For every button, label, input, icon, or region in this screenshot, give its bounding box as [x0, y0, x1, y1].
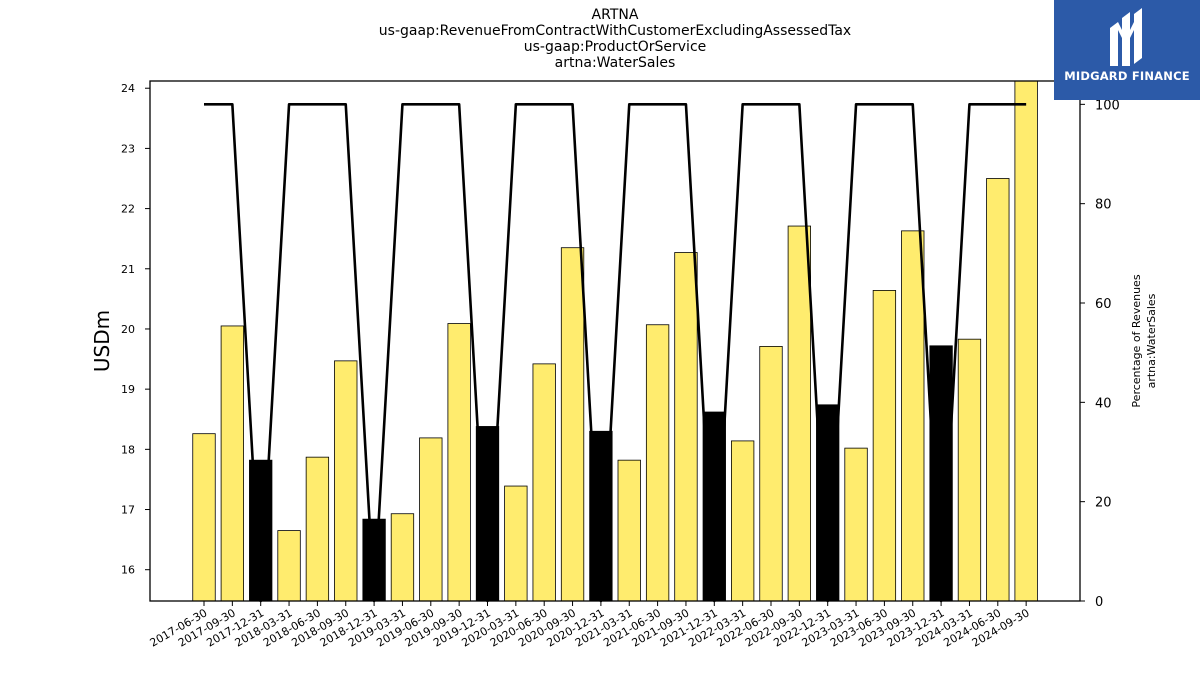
y-right-tick-label-20: 20: [1095, 496, 1112, 511]
bar-2022-12-31: [816, 404, 840, 602]
y-left-tick-label-19: 19: [121, 383, 135, 396]
percentage-line: [204, 103, 1027, 603]
y-left-tick-label-23: 23: [121, 142, 135, 155]
bar-2022-09-30: [787, 225, 811, 602]
bar-2018-03-31: [277, 530, 301, 602]
bar-2018-09-30: [334, 360, 358, 602]
y-left-tick-label-24: 24: [121, 82, 135, 95]
y-right-tick-label-40: 40: [1095, 396, 1112, 411]
bar-2024-09-30: [1014, 80, 1038, 602]
bar-2024-03-31: [957, 338, 982, 602]
bar-2023-09-30: [901, 230, 925, 602]
bar-2019-06-30: [419, 437, 443, 602]
bar-2023-06-30: [872, 290, 897, 602]
logo-text: MIDGARD FINANCE: [1064, 69, 1190, 83]
bar-2018-06-30: [305, 456, 330, 602]
bar-2021-06-30: [645, 324, 670, 602]
title-line-member: artna:WaterSales: [554, 55, 676, 71]
y-axis-right-label-line1: Percentage of Revenues: [1130, 274, 1143, 407]
title-line-axis: us-gaap:ProductOrService: [523, 39, 707, 55]
y-left-tick-label-21: 21: [121, 263, 135, 276]
y-left-tick-label-18: 18: [121, 443, 135, 456]
bar-2023-03-31: [844, 447, 868, 602]
y-axis-right: 0 20 40 60 80 100: [1080, 98, 1120, 610]
brand-logo: MIDGARD FINANCE: [1054, 0, 1200, 100]
bar-2017-06-30: [192, 433, 216, 602]
x-axis: 2017-06-302017-09-302017-12-312018-03-31…: [148, 601, 1032, 650]
title-line-ticker: ARTNA: [591, 7, 639, 23]
bar-2021-09-30: [674, 252, 698, 602]
bar-2022-06-30: [759, 346, 783, 602]
bar-2020-06-30: [532, 363, 556, 602]
percentage-line-series: [204, 103, 1027, 603]
y-axis-left-label: USDm: [90, 310, 114, 372]
bar-2017-09-30: [220, 325, 245, 602]
y-right-tick-label-80: 80: [1095, 198, 1112, 213]
plot-frame: [149, 80, 1081, 602]
y-left-tick-label-20: 20: [121, 323, 135, 336]
y-left-tick-label-17: 17: [121, 504, 135, 517]
y-right-tick-label-60: 60: [1095, 297, 1112, 312]
y-right-tick-label-100: 100: [1095, 98, 1120, 113]
y-right-tick-label-0: 0: [1095, 595, 1103, 610]
bar-series: [192, 80, 1038, 602]
title-line-concept: us-gaap:RevenueFromContractWithCustomerE…: [378, 23, 852, 39]
midgard-logo-icon: [1110, 8, 1142, 66]
bar-2020-03-31: [504, 485, 528, 602]
bar-2022-03-31: [731, 440, 755, 602]
y-left-tick-label-16: 16: [121, 564, 135, 577]
y-left-tick-label-22: 22: [121, 203, 135, 216]
bar-2019-09-30: [447, 323, 471, 602]
bar-2021-03-31: [617, 459, 641, 602]
bar-2024-06-30: [986, 178, 1010, 602]
y-axis-right-label-line2: artna:WaterSales: [1145, 293, 1158, 388]
bar-2019-03-31: [390, 513, 415, 602]
y-axis-left: 16 17 18 19 20 21 22 23 24: [121, 82, 150, 577]
bar-2020-09-30: [560, 247, 585, 602]
